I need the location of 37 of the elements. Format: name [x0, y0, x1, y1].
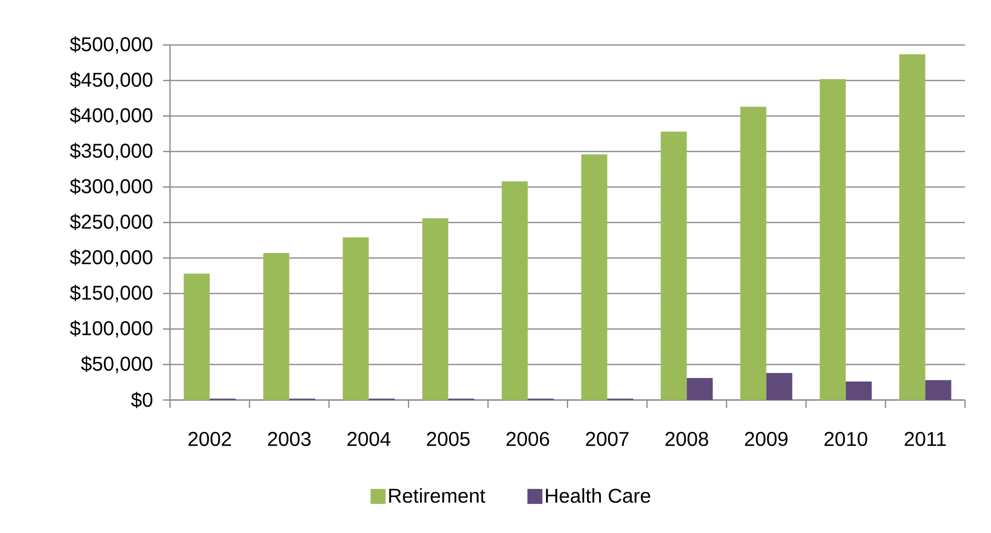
bar [899, 54, 926, 400]
y-tick-label: $350,000 [70, 142, 152, 160]
y-tick-label: $50,000 [81, 356, 152, 374]
legend-label: Retirement [389, 488, 486, 503]
bar [740, 106, 766, 400]
x-tick-label: 2008 [666, 432, 708, 446]
y-tick-label: $500,000 [70, 36, 152, 54]
bar [686, 378, 713, 400]
y-tick-label: $0 [131, 392, 152, 408]
y-tick-label: $450,000 [70, 72, 152, 90]
bar [581, 154, 608, 400]
x-tick-label: 2005 [427, 432, 470, 446]
y-tick-label: $400,000 [70, 107, 152, 125]
x-tick-label: 2010 [824, 432, 868, 446]
bar [820, 79, 846, 400]
bar [184, 274, 210, 400]
bar [263, 253, 290, 400]
bar [766, 373, 792, 400]
bar [422, 218, 448, 400]
y-tick-label: $150,000 [70, 284, 152, 302]
x-tick-label: 2002 [188, 432, 231, 446]
legend-label: Health Care [546, 488, 650, 503]
bar [502, 181, 528, 400]
y-tick-label: $200,000 [70, 249, 152, 267]
x-tick-label: 2004 [348, 432, 390, 446]
bar [925, 380, 952, 400]
y-tick-label: $250,000 [70, 214, 152, 232]
bar [660, 132, 687, 400]
y-tick-label: $100,000 [70, 320, 152, 338]
x-tick-label: 2003 [268, 432, 311, 446]
x-tick-label: 2009 [745, 432, 788, 446]
x-tick-label: 2007 [586, 432, 628, 446]
x-tick-label: 2006 [506, 432, 550, 446]
bar [342, 237, 369, 400]
bar [846, 382, 872, 400]
y-tick-label: $300,000 [70, 178, 152, 196]
x-tick-label: 2011 [904, 432, 946, 446]
